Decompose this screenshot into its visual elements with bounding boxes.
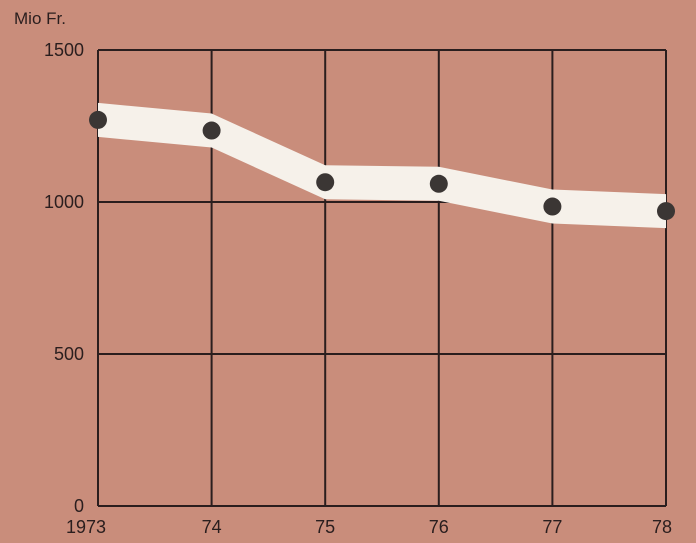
y-tick-labels: 0 500 1000 1500: [44, 40, 84, 516]
y-tick-label-1500: 1500: [44, 40, 84, 60]
data-point-78: [657, 202, 675, 221]
trend-band: [98, 102, 666, 229]
x-tick-label-1973: 1973: [66, 517, 106, 537]
x-tick-labels: 1973 74 75 76 77 78: [66, 517, 672, 537]
y-tick-label-0: 0: [74, 496, 84, 516]
y-tick-label-1000: 1000: [44, 192, 84, 212]
x-tick-label-75: 75: [315, 517, 335, 537]
y-tick-label-500: 500: [54, 344, 84, 364]
x-tick-label-78: 78: [652, 517, 672, 537]
series-band: [98, 102, 666, 229]
x-tick-label-77: 77: [542, 517, 562, 537]
x-tick-label-76: 76: [429, 517, 449, 537]
data-points: [89, 110, 675, 221]
data-point-76: [429, 174, 448, 193]
data-point-75: [316, 173, 335, 192]
data-point-1973: [89, 110, 107, 129]
y-axis-unit-label: Mio Fr.: [14, 9, 66, 28]
x-tick-label-74: 74: [202, 517, 222, 537]
data-point-77: [543, 197, 562, 216]
data-point-74: [202, 121, 221, 140]
